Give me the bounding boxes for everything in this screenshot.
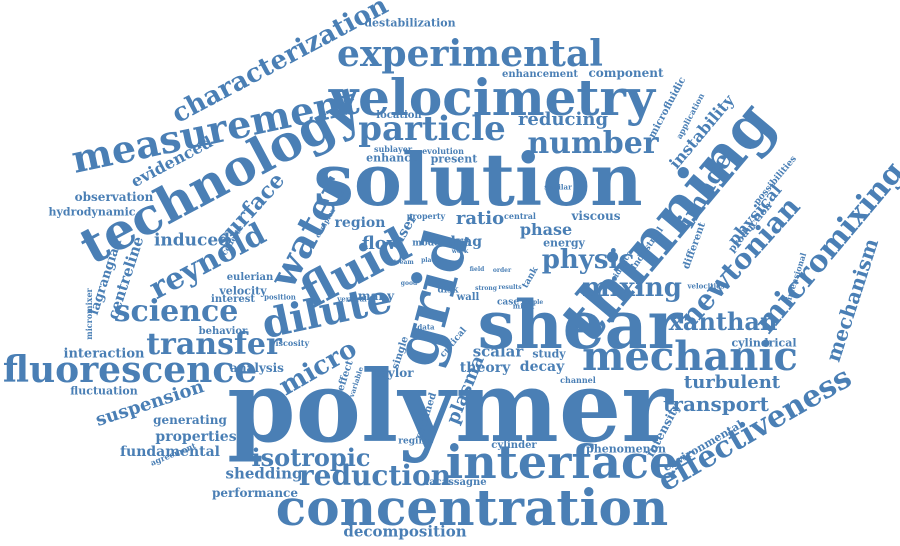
cloud-word: sublayer xyxy=(373,144,413,154)
cloud-word: region xyxy=(334,215,386,231)
cloud-word: regime xyxy=(398,436,434,447)
cloud-word: velocity xyxy=(219,284,267,298)
cloud-word: analysis xyxy=(230,361,284,375)
cloud-word: eulerian xyxy=(226,272,274,283)
cloud-word: mechanic xyxy=(582,333,798,380)
cloud-word: interaction xyxy=(63,346,145,362)
cloud-word: cylindrical xyxy=(731,336,797,350)
cloud-word: good xyxy=(400,280,418,287)
cloud-word: hydrodynamic xyxy=(48,205,136,219)
cloud-word: xanthan xyxy=(668,307,778,336)
cloud-word: particle xyxy=(358,109,506,149)
cloud-word: fluctuation xyxy=(70,384,138,398)
cloud-word: mixer xyxy=(512,301,536,311)
cloud-word: physic xyxy=(541,245,635,275)
cloud-word: order xyxy=(492,267,512,274)
cloud-word: place xyxy=(421,257,439,264)
cloud-word: position xyxy=(264,292,296,302)
cloud-word: central xyxy=(504,211,536,221)
cloud-word: flow xyxy=(361,233,403,254)
cloud-word: phenomenon xyxy=(586,442,666,456)
cloud-word: results xyxy=(498,284,522,291)
cloud-word: case xyxy=(496,297,520,308)
cloud-word: channel xyxy=(560,375,596,385)
cloud-word: energy xyxy=(543,236,585,250)
cloud-word: interface xyxy=(445,435,679,489)
cloud-word: number xyxy=(527,126,659,161)
cloud-word: lacassagne xyxy=(425,477,487,488)
cloud-word: transfer xyxy=(146,327,282,362)
cloud-word: decay xyxy=(519,359,565,375)
cloud-word: performance xyxy=(212,486,298,500)
cloud-word: decomposition xyxy=(343,522,467,541)
cloud-word: enhancement xyxy=(502,69,578,80)
cloud-word: phase xyxy=(519,220,573,239)
cloud-word: data xyxy=(417,322,435,332)
cloud-word: behavior xyxy=(198,326,248,337)
cloud-word: micromixer xyxy=(84,288,94,340)
cloud-word: study xyxy=(532,347,566,361)
cloud-word: cylinder xyxy=(491,440,537,451)
cloud-word: reducing xyxy=(517,109,609,130)
cloud-word: location xyxy=(376,110,422,121)
cloud-word: properties xyxy=(155,429,237,445)
cloud-word: fundamental xyxy=(120,444,220,460)
cloud-word: work xyxy=(451,248,469,255)
cloud-word: experimental xyxy=(337,33,603,75)
cloud-word: field xyxy=(469,266,485,273)
cloud-word: theory xyxy=(459,360,511,376)
cloud-word: isotropic xyxy=(251,443,371,472)
cloud-word: shear xyxy=(477,286,683,364)
cloud-word: drag xyxy=(445,234,483,250)
cloud-word: interest xyxy=(211,294,255,305)
cloud-word: mixing xyxy=(582,273,682,303)
cloud-word: wall xyxy=(456,292,480,303)
cloud-word: generating xyxy=(153,413,227,427)
cloud-word: disk xyxy=(437,285,459,296)
cloud-word: reduction xyxy=(298,459,452,492)
cloud-word: viscous xyxy=(571,209,621,223)
cloud-word: shedding xyxy=(225,464,303,483)
cloud-word: ratio xyxy=(455,208,505,229)
cloud-word: mode xyxy=(412,238,440,249)
cloud-word: strong xyxy=(475,285,497,292)
cloud-word: enhance xyxy=(366,151,418,165)
cloud-word: property xyxy=(406,211,446,221)
cloud-word: turbulent xyxy=(683,372,781,393)
cloud-word: component xyxy=(588,66,664,80)
cloud-word: concentration xyxy=(275,478,669,537)
cloud-word: evolution xyxy=(422,146,464,156)
cloud-word: transport xyxy=(663,392,769,416)
cloud-word: solution xyxy=(313,137,643,222)
cloud-word: science xyxy=(113,294,239,329)
cloud-word: induced xyxy=(153,230,231,251)
cloud-word: observation xyxy=(74,190,154,204)
cloud-word: viscosity xyxy=(270,338,310,348)
cloud-word: similar xyxy=(544,182,572,192)
cloud-word: scalar xyxy=(472,342,524,361)
cloud-word: triple xyxy=(524,299,544,306)
cloud-word: vertical xyxy=(337,294,367,304)
cloud-word: present xyxy=(430,152,478,166)
cloud-word: stream xyxy=(390,259,414,266)
cloud-word: fluorescence xyxy=(2,349,258,391)
cloud-word: polymer xyxy=(227,350,673,465)
cloud-word: destabilization xyxy=(364,16,456,30)
cloud-word: velocities xyxy=(687,281,725,291)
cloud-word: velocimetry xyxy=(329,68,655,127)
cloud-word: many xyxy=(357,289,395,303)
cloud-word: taylor xyxy=(374,366,414,380)
